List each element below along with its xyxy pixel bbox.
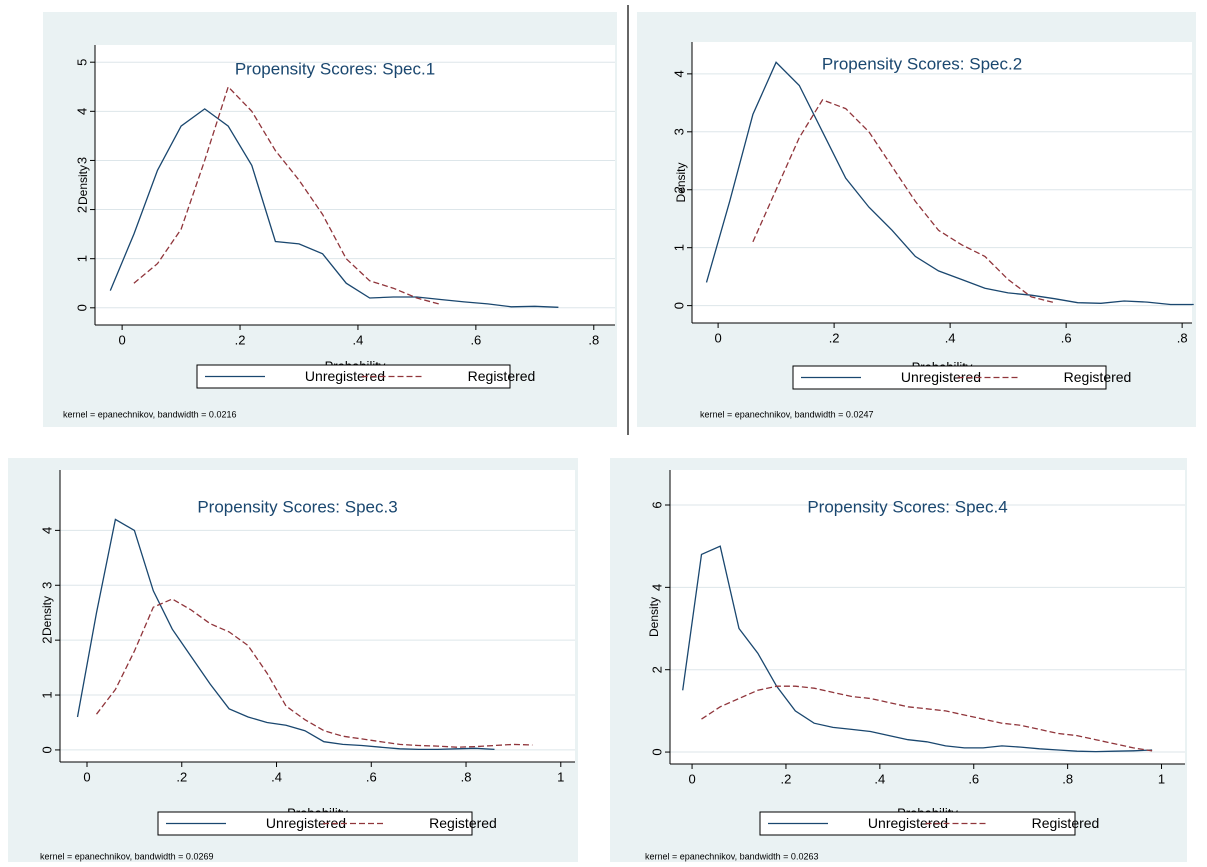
y-tick-label: 3 [671,128,686,135]
x-tick-label: 0 [714,330,721,345]
legend-box [157,811,473,836]
plot-area [670,470,1185,764]
legend-label: Registered [429,815,497,831]
x-tick-label: 1 [1158,771,1165,786]
y-tick-label: 2 [671,186,686,193]
x-tick-label: .8 [1177,330,1188,345]
legend-label: Unregistered [901,369,981,385]
density-line [682,545,1153,753]
density-line [701,685,1153,752]
density-line [752,99,1055,304]
density-line [705,61,1194,306]
y-tick-label: 1 [39,691,54,698]
legend-label: Registered [1032,815,1100,831]
chart-title: Propensity Scores: Spec.2 [822,54,1022,73]
y-axis-label: Density [40,596,54,636]
x-tick-label: .6 [968,771,979,786]
y-tick-label: 4 [74,108,89,115]
y-tick-label: 4 [649,584,664,591]
density-line [76,518,495,751]
note: kernel = epanechnikov, bandwidth = 0.026… [40,851,213,861]
y-tick-label: 2 [74,206,89,213]
legend-label: Registered [1064,369,1132,385]
x-tick-label: 0 [83,769,90,784]
x-tick-label: .8 [461,769,472,784]
x-tick-label: .2 [829,330,840,345]
plot-area [692,42,1192,323]
y-tick-label: 1 [74,255,89,262]
y-tick-label: 3 [39,582,54,589]
y-tick-label: 0 [74,304,89,311]
x-tick-label: .2 [176,769,187,784]
note: kernel = epanechnikov, bandwidth = 0.026… [645,851,818,861]
x-tick-label: .2 [781,771,792,786]
legend-label: Unregistered [305,368,385,384]
x-tick-label: .6 [1061,330,1072,345]
y-tick-label: 2 [649,666,664,673]
y-tick-label: 3 [74,157,89,164]
legend-label: Registered [468,368,536,384]
x-tick-label: 1 [557,769,564,784]
y-tick-label: 2 [39,637,54,644]
chart-title: Propensity Scores: Spec.4 [807,497,1007,516]
y-tick-label: 4 [39,527,54,534]
x-tick-label: .6 [366,769,377,784]
density-line [95,598,533,748]
plot-area [60,470,575,762]
chart-title: Propensity Scores: Spec.3 [197,497,397,516]
y-tick-label: 6 [649,501,664,508]
note: kernel = epanechnikov, bandwidth = 0.021… [63,409,236,419]
y-axis-label: Density [76,165,90,205]
density-line [133,85,441,306]
x-tick-label: .8 [1062,771,1073,786]
density-line [109,108,559,308]
legend-box [792,365,1107,390]
plot-area [95,45,615,325]
y-axis-label: Density [674,162,688,202]
x-tick-label: 0 [688,771,695,786]
legend-label: Unregistered [868,815,948,831]
legend-box [759,811,1076,836]
y-tick-label: 1 [671,244,686,251]
note: kernel = epanechnikov, bandwidth = 0.024… [700,409,873,419]
y-tick-label: 0 [649,748,664,755]
chart-title: Propensity Scores: Spec.1 [235,59,435,78]
x-tick-label: .4 [945,330,956,345]
y-tick-label: 0 [671,302,686,309]
x-tick-label: .6 [470,332,481,347]
x-tick-label: 0 [119,332,126,347]
x-tick-label: .4 [353,332,364,347]
x-tick-label: .8 [588,332,599,347]
y-tick-label: 0 [39,746,54,753]
legend-label: Unregistered [266,815,346,831]
x-tick-label: .4 [271,769,282,784]
x-tick-label: .2 [235,332,246,347]
x-tick-label: .4 [874,771,885,786]
legend-box [196,364,511,389]
y-tick-label: 4 [671,70,686,77]
y-tick-label: 5 [74,59,89,66]
y-axis-label: Density [647,597,661,637]
